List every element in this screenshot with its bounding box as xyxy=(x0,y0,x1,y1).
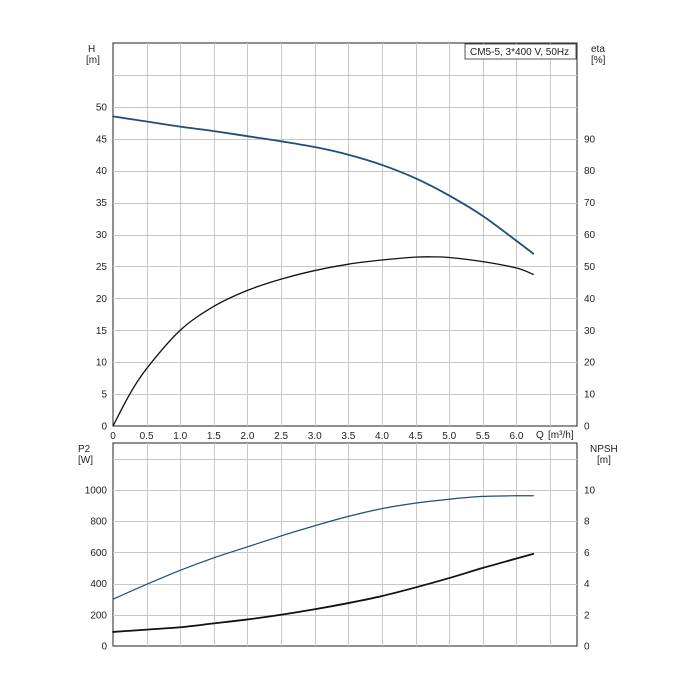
top-x-tick-label: 1.0 xyxy=(173,431,187,442)
top-right-tick-label: 70 xyxy=(584,198,596,209)
top-left-tick-label: 30 xyxy=(96,230,108,241)
left-axis-label-h: H xyxy=(88,44,95,55)
right-axis-label-eta: eta xyxy=(591,44,605,55)
top-x-tick-label: 5.0 xyxy=(442,431,456,442)
top-series-line-h xyxy=(112,115,535,255)
top-left-tick-label: 15 xyxy=(96,326,108,337)
top-x-tick-label: 0 xyxy=(110,431,116,442)
top-x-tick-label: 3.0 xyxy=(308,431,322,442)
top-left-tick-label: 10 xyxy=(96,358,108,369)
bottom-left-tick-label: 200 xyxy=(90,610,107,621)
top-grid xyxy=(113,43,577,426)
top-left-tick-label: 25 xyxy=(96,262,108,273)
bottom-right-tick-label: 10 xyxy=(584,485,596,496)
top-right-tick-label: 0 xyxy=(584,422,590,433)
top-left-tick-label: 35 xyxy=(96,198,108,209)
bottom-series-line-npsh xyxy=(112,552,535,633)
bottom-right-tick-label: 2 xyxy=(584,610,590,621)
top-ticks: 0 5 10 15 20 25 30 35 40 45 50 0 10 20 30 40 50 60 70 80 90 0… xyxy=(96,102,596,442)
top-x-tick-label: 6.0 xyxy=(510,431,524,442)
bottom-plot-area xyxy=(112,442,578,647)
bottom-curves xyxy=(112,495,535,633)
bottom-ticks: 0 200 400 600 800 1000 0 2 4 6 8 10 xyxy=(85,485,596,652)
top-x-tick-label: 2.5 xyxy=(274,431,288,442)
top-panel: 0 5 10 15 20 25 30 35 40 45 50 0 10 20 30 40 50 60 70 80 90 0… xyxy=(86,42,606,442)
top-left-tick-label: 20 xyxy=(96,294,108,305)
top-right-tick-label: 10 xyxy=(584,390,596,401)
top-curves xyxy=(112,115,535,427)
bottom-right-tick-label: 0 xyxy=(584,642,590,653)
right-axis-unit-npsh: [m] xyxy=(597,455,611,466)
top-right-tick-label: 40 xyxy=(584,294,596,305)
top-left-tick-label: 45 xyxy=(96,134,108,145)
bottom-left-tick-label: 600 xyxy=(90,548,107,559)
top-series-line-eta xyxy=(112,256,534,427)
legend-text: CM5-5, 3*400 V, 50Hz xyxy=(470,47,569,58)
right-axis-label-npsh: NPSH xyxy=(590,444,618,455)
bottom-left-tick-label: 1000 xyxy=(85,485,108,496)
bottom-left-tick-label: 800 xyxy=(90,517,107,528)
x-axis-label: Q xyxy=(536,430,544,441)
top-x-tick-label: 4.5 xyxy=(409,431,423,442)
bottom-series-line-p2 xyxy=(112,495,534,600)
top-left-tick-label: 50 xyxy=(96,102,108,113)
top-x-tick-label: 0.5 xyxy=(140,431,154,442)
bottom-left-tick-label: 0 xyxy=(101,642,107,653)
bottom-right-tick-label: 8 xyxy=(584,517,590,528)
bottom-grid xyxy=(113,443,577,646)
bottom-right-tick-label: 4 xyxy=(584,579,590,590)
left-axis-unit-p2: [W] xyxy=(78,455,93,466)
top-x-tick-label: 4.0 xyxy=(375,431,389,442)
top-right-tick-label: 50 xyxy=(584,262,596,273)
top-left-tick-label: 0 xyxy=(101,422,107,433)
top-right-tick-label: 80 xyxy=(584,166,596,177)
bottom-right-tick-label: 6 xyxy=(584,548,590,559)
top-x-tick-label: 1.5 xyxy=(207,431,221,442)
top-right-tick-label: 60 xyxy=(584,230,596,241)
top-left-tick-label: 40 xyxy=(96,166,108,177)
top-right-tick-label: 30 xyxy=(584,326,596,337)
left-axis-unit-h: [m] xyxy=(86,55,100,66)
left-axis-label-p2: P2 xyxy=(78,444,91,455)
top-left-tick-label: 5 xyxy=(101,390,107,401)
bottom-panel: 0 200 400 600 800 1000 0 2 4 6 8 10 P2 [W] NPSH [m] xyxy=(78,442,618,653)
x-axis-unit: [m³/h] xyxy=(548,430,574,441)
top-x-tick-label: 2.0 xyxy=(241,431,255,442)
top-right-tick-label: 20 xyxy=(584,358,596,369)
bottom-left-tick-label: 400 xyxy=(90,579,107,590)
top-x-tick-label: 3.5 xyxy=(341,431,355,442)
top-right-tick-label: 90 xyxy=(584,134,596,145)
legend-box xyxy=(464,43,577,60)
right-axis-unit-eta: [%] xyxy=(591,55,606,66)
top-x-tick-label: 5.5 xyxy=(476,431,490,442)
